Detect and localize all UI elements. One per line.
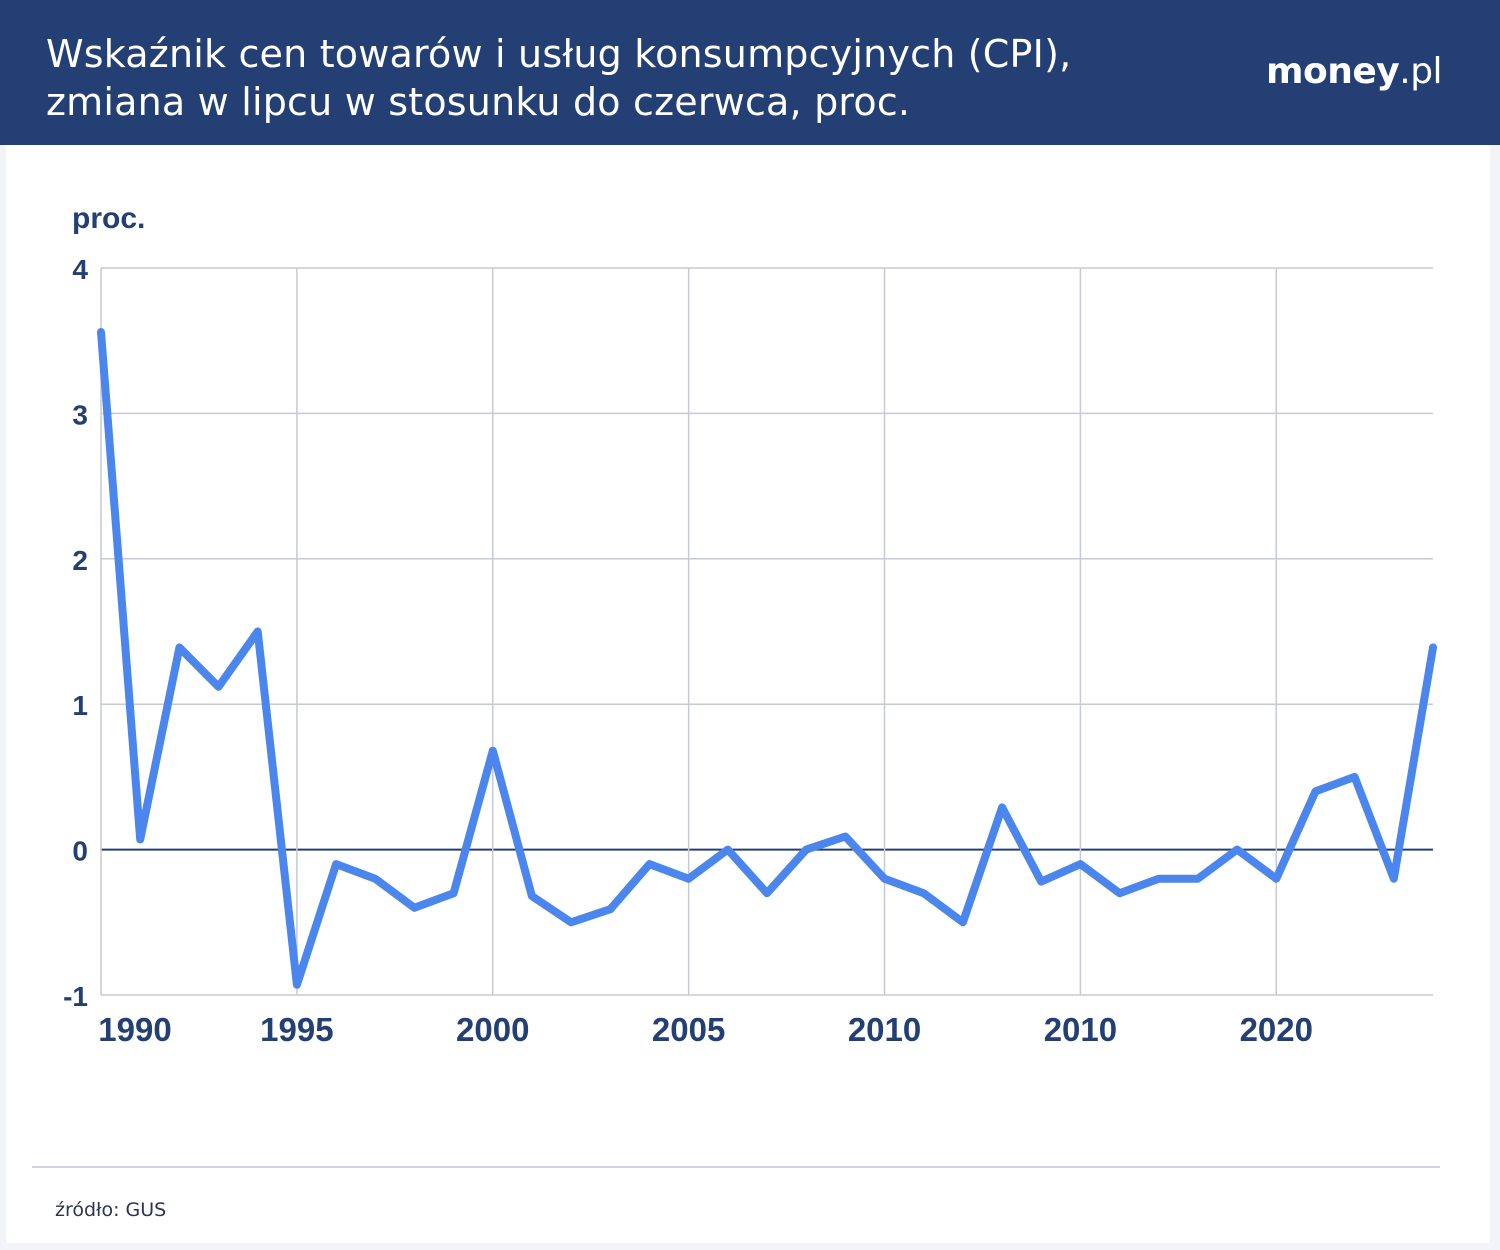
chart-title-line-1: Wskaźnik cen towarów i usług konsumpcyjn…: [46, 32, 1072, 76]
y-tick-label: 0: [72, 836, 88, 867]
x-tick-label: 2020: [1240, 1011, 1313, 1048]
chart-grid: [100, 267, 1433, 996]
x-tick-label: 2010: [1044, 1011, 1117, 1048]
x-tick-label: 2005: [652, 1011, 725, 1048]
logo-brand: money: [1266, 51, 1400, 92]
money-pl-logo: money.pl: [1266, 50, 1443, 94]
y-tick-label: 3: [72, 399, 88, 430]
y-tick-label: 4: [72, 254, 88, 285]
source-label: źródło: GUS: [55, 1199, 167, 1221]
x-axis-ticks: 1990 1995 2000 2005 2010 2010 2020: [98, 1011, 1313, 1048]
y-tick-label: 1: [72, 690, 88, 721]
chart-title: Wskaźnik cen towarów i usług konsumpcyjn…: [46, 30, 1196, 126]
x-tick-label: 1990: [98, 1011, 171, 1048]
y-tick-label: -1: [63, 981, 88, 1012]
y-tick-label: 2: [72, 545, 88, 576]
x-tick-label: 2010: [848, 1011, 921, 1048]
x-tick-label: 2000: [456, 1011, 529, 1048]
y-axis-unit-label: proc.: [72, 202, 145, 235]
footer-divider: [32, 1166, 1440, 1168]
y-axis-ticks: 4 3 2 1 0 -1: [63, 254, 88, 1012]
header-banner: Wskaźnik cen towarów i usług konsumpcyjn…: [0, 0, 1500, 145]
cpi-data-line: [97, 328, 1437, 989]
chart-title-line-2: zmiana w lipcu w stosunku do czerwca, pr…: [46, 80, 911, 124]
logo-tld: .pl: [1399, 51, 1443, 92]
x-tick-label: 1995: [260, 1011, 333, 1048]
chart-card: [6, 145, 1490, 1243]
